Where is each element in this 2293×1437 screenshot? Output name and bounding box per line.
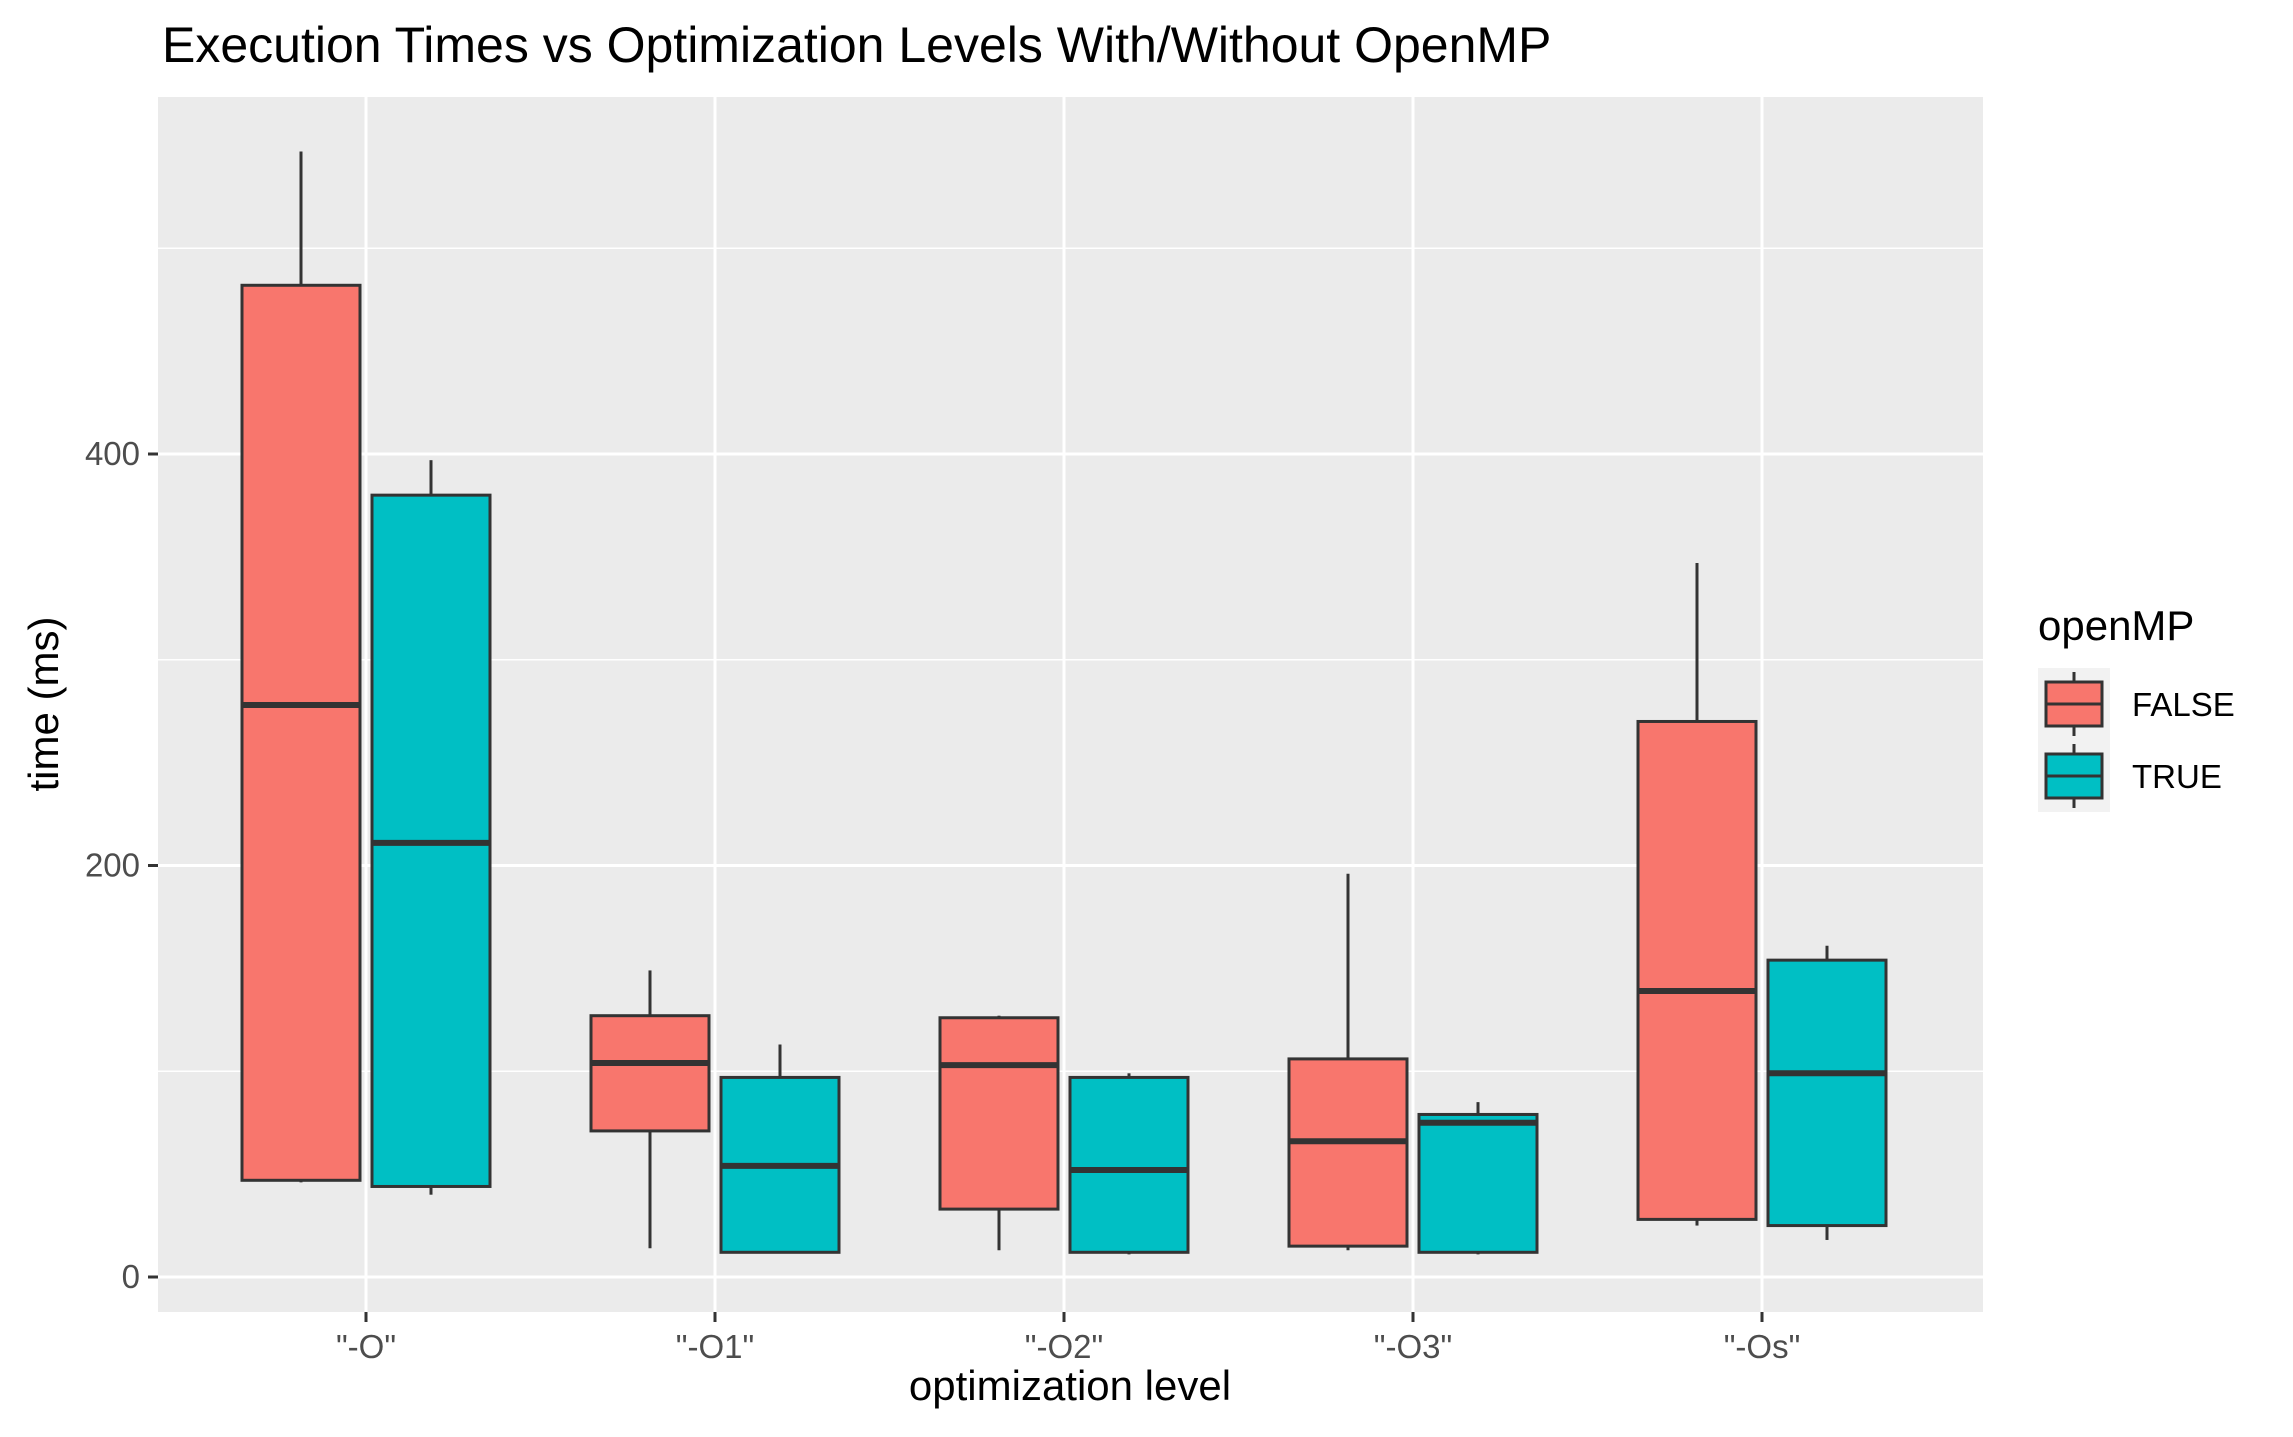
legend-item-true: TRUE xyxy=(2038,740,2222,812)
x-tick-label: "-O2" xyxy=(1025,1328,1103,1365)
y-tick-label: 0 xyxy=(122,1258,140,1295)
box-true-3 xyxy=(1417,1102,1539,1255)
box-iqr xyxy=(1636,719,1758,1221)
box-true-1 xyxy=(719,1044,841,1254)
x-tick-label: "-O1" xyxy=(676,1328,754,1365)
box-iqr xyxy=(1068,1075,1190,1254)
box-false-4 xyxy=(1636,563,1758,1226)
boxes xyxy=(240,151,1888,1255)
box-iqr xyxy=(589,1014,711,1133)
x-tick-label: "-O3" xyxy=(1374,1328,1452,1365)
box-true-0 xyxy=(370,460,492,1195)
legend-label: TRUE xyxy=(2132,758,2222,795)
box-false-1 xyxy=(589,970,711,1249)
box-iqr xyxy=(1766,958,1888,1228)
box-false-0 xyxy=(240,151,362,1183)
box-true-4 xyxy=(1766,945,1888,1240)
y-axis-title: time (ms) xyxy=(20,617,67,792)
chart-title: Execution Times vs Optimization Levels W… xyxy=(162,17,1551,73)
legend-title: openMP xyxy=(2038,602,2194,649)
box-iqr xyxy=(1417,1112,1539,1254)
y-tick-label: 200 xyxy=(85,847,140,884)
box-false-3 xyxy=(1287,873,1409,1251)
axes: 0 200 400 "-O" "-O1" "-O2" "-O3" "-Os" xyxy=(85,435,1800,1365)
box-false-2 xyxy=(938,1015,1060,1251)
legend-label: FALSE xyxy=(2132,686,2235,723)
y-tick-label: 400 xyxy=(85,435,140,472)
box-iqr xyxy=(1287,1057,1409,1248)
x-axis-title: optimization level xyxy=(909,1362,1231,1409)
box-true-2 xyxy=(1068,1073,1190,1255)
legend: openMP FALSE TRUE xyxy=(2038,602,2235,812)
x-tick-label: "-Os" xyxy=(1724,1328,1801,1365)
legend-item-false: FALSE xyxy=(2038,668,2235,740)
x-tick-label: "-O" xyxy=(336,1328,396,1365)
box-iqr xyxy=(938,1016,1060,1211)
box-iqr xyxy=(240,283,362,1182)
